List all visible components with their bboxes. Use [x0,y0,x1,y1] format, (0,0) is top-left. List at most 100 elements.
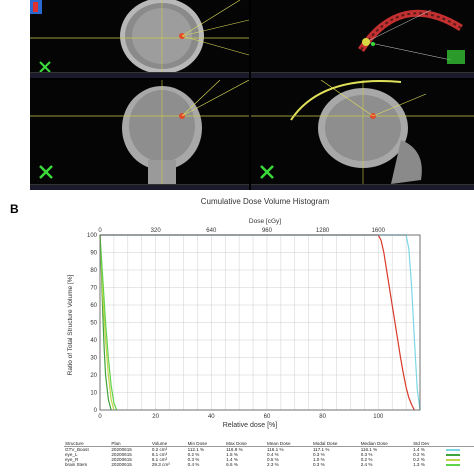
table-header-cell: Mean Dose [266,441,312,447]
table-row: eye_L 20200615 6.1 cm³ 0.2 % 1.5 % 0.4 % 0.3 %… [64,452,474,457]
y-tick-label: 30 [90,356,97,362]
table-cell: 112.1 % [187,447,205,452]
table-header-cell: Std Dev [412,441,446,447]
swatch-line [446,463,461,466]
top-tick-label: 0 [98,228,102,234]
y-tick-label: 40 [90,338,97,344]
dvh-chart: Cumulative Dose Volume Histogram Dose [c… [67,197,421,429]
beam-arc-render [358,9,465,64]
table-cell: 6.6 % [226,462,238,467]
table-cell: 0.4 % [187,462,200,467]
axial-ct-image [30,0,249,78]
table-cell: 20200615 [111,452,132,457]
legend-swatch [445,452,474,457]
y-tick-label: 20 [90,373,97,379]
table-cell: 1.3 % [413,462,425,467]
table-cell: 29.3 cm³ [151,462,170,467]
table-cell: 2.3 % [267,462,279,467]
top-tick-label: 1280 [316,228,330,234]
y-tick-label: 60 [90,303,97,309]
table-cell: 1.4 % [226,457,238,462]
table-header-cell: Plan [110,441,151,447]
x-tick-label: 0 [98,414,102,420]
table-cell: 0.2 % [413,452,425,457]
y-tick-label: 80 [90,268,97,274]
table-cell: 1.4 % [413,447,425,452]
table-row: GTV_Boost 20200615 0.2 cm³ 112.1 % 116.9 % 11… [64,447,474,453]
swatch-header [445,441,474,447]
chart-title: Cumulative Dose Volume Histogram [201,197,330,206]
legend-swatch [445,457,474,462]
table-cell: 0.2 % [413,457,425,462]
table-header-row: Structure Plan Volume Min Dose Max Dose Mean … [64,441,474,447]
y-tick-label: 100 [87,233,98,239]
x-tick-label: 40 [208,414,215,420]
table-cell: 116.9 % [226,447,243,452]
table-cell: eye_R [65,457,79,462]
table-cell: 6.1 cm³ [151,452,168,457]
table-row: brain Stem 20200615 29.3 cm³ 0.4 % 6.6 % 2.3 … [64,462,474,467]
table-cell: 116.1 % [267,447,284,452]
table-cell: 0.4 % [267,452,279,457]
table-cell: 117.1 % [312,447,330,452]
coronal-viewport[interactable] [30,80,249,190]
table-header-cell: Min Dose [186,441,226,447]
y-tick-label: 10 [90,391,97,397]
table-cell: 20200615 [111,447,132,452]
swatch-line [446,448,461,451]
table-row: eye_R 20200615 6.1 cm³ 0.3 % 1.4 % 0.5 % 1.0 %… [64,457,474,462]
legend-swatch [445,462,474,467]
coronal-ct-image [30,80,249,190]
axial-viewport[interactable] [30,0,249,78]
grid-lines [99,234,421,411]
top-tick-label: 960 [262,228,273,234]
panel-label-b: B [10,202,19,216]
series-line [100,234,415,411]
table-cell: 0.3 % [312,452,325,457]
swatch-line [446,453,461,456]
3d-beam-viewport[interactable] [251,0,474,78]
table-cell: 6.1 cm³ [151,457,168,462]
table-header-cell: Structure [64,441,111,447]
legend-swatch [445,447,474,453]
x-tick-label: 100 [373,414,384,420]
table-cell: 20200615 [111,457,132,462]
top-axis-label: Dose [cGy] [249,218,281,225]
table-cell: 2.4 % [360,462,373,467]
table-cell: 0.2 % [360,457,373,462]
ct-viewport-grid [30,0,474,190]
table-cell: 1.0 % [312,457,325,462]
table-cell: 0.3 % [187,457,200,462]
top-tick-label: 320 [151,228,162,234]
table-cell: 1.5 % [226,452,238,457]
y-axis-label: Ratio of Total Structure Volume [%] [67,274,74,375]
table-cell: 0.2 cm³ [151,447,168,452]
y-tick-label: 50 [90,321,97,327]
plot-frame [99,234,421,411]
top-tick-label: 1600 [372,228,386,234]
x-tick-label: 20 [152,414,159,420]
table-cell: 116.1 % [360,447,378,452]
series-line [99,234,118,411]
x-tick-label: 80 [319,414,326,420]
table-cell: eye_L [65,452,78,457]
swatch-line [446,458,461,461]
sagittal-viewport[interactable] [251,80,474,190]
table-header-cell: Max Dose [225,441,267,447]
table-header-cell: Median Dose [359,441,413,447]
table-header-cell: Modal Dose [311,441,360,447]
top-tick-label: 640 [206,228,217,234]
table-cell: 0.5 % [267,457,279,462]
table-cell: 20200615 [111,462,132,467]
table-cell: 0.3 % [312,462,325,467]
sagittal-ct-image [251,80,474,190]
dose-statistics-table: Structure Plan Volume Min Dose Max Dose Mean … [64,441,474,474]
table-cell: GTV_Boost [65,447,89,452]
table-cell: 0.3 % [360,452,373,457]
table-header-cell: Volume [150,441,187,447]
y-tick-label: 90 [90,251,97,257]
y-tick-label: 0 [94,408,98,414]
y-tick-label: 70 [90,286,97,292]
table-cell: brain Stem [65,462,88,467]
